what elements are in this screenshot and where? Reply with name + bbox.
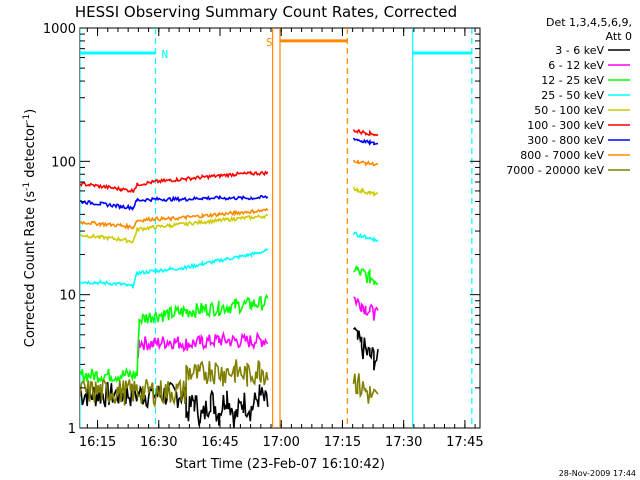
chart-title: HESSI Observing Summary Count Rates, Cor…	[75, 3, 457, 21]
series-line	[136, 330, 269, 359]
series-line	[353, 296, 379, 321]
mode-marker-label: N	[162, 48, 169, 61]
series-line	[80, 207, 269, 231]
series-line	[80, 381, 269, 428]
x-axis-label: Start Time (23-Feb-07 16:10:42)	[175, 457, 385, 472]
legend-label: 3 - 6 keV	[555, 44, 604, 57]
y-tick-label: 1	[68, 422, 76, 437]
series-line	[80, 170, 269, 193]
legend-label: 12 - 25 keV	[541, 74, 604, 87]
x-tick-label: 16:30	[140, 435, 177, 450]
legend-label: 800 - 7000 keV	[520, 149, 604, 162]
legend-label: 6 - 12 keV	[548, 59, 604, 72]
legend-label: 7000 - 20000 keV	[506, 164, 604, 177]
y-tick-label: 1000	[43, 22, 76, 37]
series-line	[352, 128, 379, 137]
legend: Det 1,3,4,5,6,9,Att 03 - 6 keV 6 - 12 keV…	[506, 16, 632, 177]
x-tick-label: 17:00	[262, 435, 299, 450]
x-tick-label: 17:30	[385, 435, 422, 450]
series-line	[352, 137, 379, 147]
y-tick-label: 100	[51, 155, 76, 170]
x-tick-label: 16:15	[79, 435, 116, 450]
legend-label: 50 - 100 keV	[534, 104, 604, 117]
series-line	[352, 159, 379, 167]
legend-header: Det 1,3,4,5,6,9,	[546, 16, 632, 29]
series-line	[352, 373, 379, 404]
plot-area	[80, 28, 473, 428]
x-tick-label: 17:45	[446, 435, 483, 450]
series-line	[352, 186, 379, 197]
axes: 16:15 16:30 16:45 17:00 17:15 17:30 17:45 1 10 10…	[43, 22, 484, 450]
series-line	[80, 359, 269, 409]
series-line	[80, 213, 269, 244]
series-line	[353, 264, 379, 286]
legend-label: 300 - 800 keV	[527, 134, 604, 147]
legend-header: Att 0	[606, 30, 632, 43]
legend-label: 25 - 50 keV	[541, 89, 604, 102]
series-line	[352, 326, 379, 371]
series-line	[352, 231, 379, 243]
x-tick-label: 16:45	[201, 435, 238, 450]
y-axis-label: Corrected Count Rate (s-1 detector-1)	[22, 109, 38, 347]
series-line	[80, 194, 269, 212]
series-line	[80, 293, 269, 385]
x-tick-label: 17:15	[324, 435, 361, 450]
plot-timestamp: 28-Nov-2009 17:44	[559, 469, 636, 478]
mode-marker-label: S	[266, 36, 273, 49]
series-line	[80, 248, 269, 289]
y-tick-label: 10	[59, 289, 76, 304]
legend-label: 100 - 300 keV	[527, 119, 604, 132]
